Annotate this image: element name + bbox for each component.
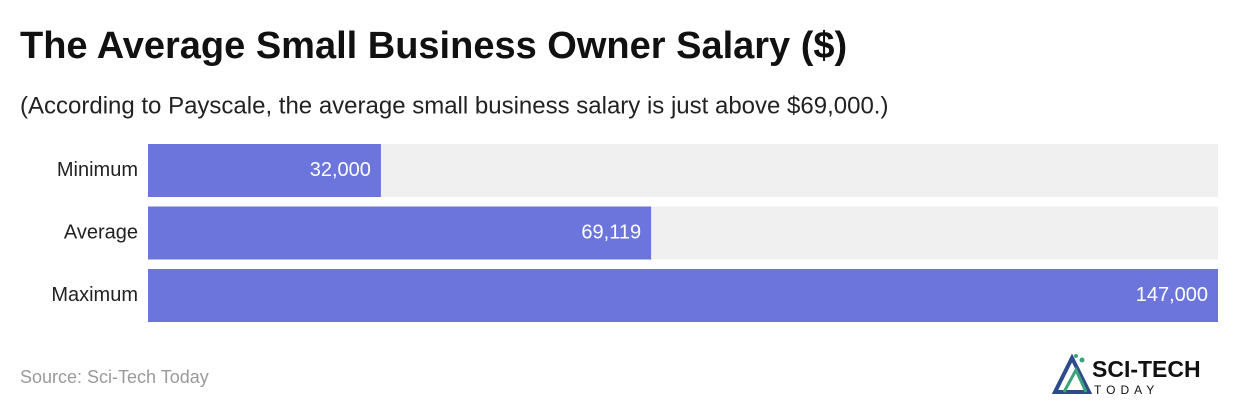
logo-icon bbox=[1062, 366, 1088, 393]
logo-icon bbox=[1079, 357, 1085, 363]
chart-title: The Average Small Business Owner Salary … bbox=[20, 25, 847, 67]
logo: SCI-TECH TODAY bbox=[1051, 353, 1201, 397]
logo-icon bbox=[1051, 353, 1093, 394]
chart-subtitle: (According to Payscale, the average smal… bbox=[20, 92, 888, 119]
value-label: 69,119 bbox=[581, 221, 641, 243]
bar bbox=[148, 206, 652, 260]
value-label: 147,000 bbox=[1136, 284, 1208, 306]
category-label: Minimum bbox=[57, 159, 138, 181]
category-label: Maximum bbox=[51, 284, 138, 306]
category-label: Average bbox=[64, 221, 138, 243]
source: Source: Sci-Tech Today bbox=[20, 367, 209, 387]
value-label: 32,000 bbox=[310, 159, 371, 181]
bar bbox=[148, 269, 1218, 322]
bar bbox=[148, 144, 381, 197]
logo-icon bbox=[1074, 354, 1078, 358]
logo-name: SCI-TECH bbox=[1092, 356, 1201, 382]
logo-tagline: TODAY bbox=[1094, 383, 1159, 397]
